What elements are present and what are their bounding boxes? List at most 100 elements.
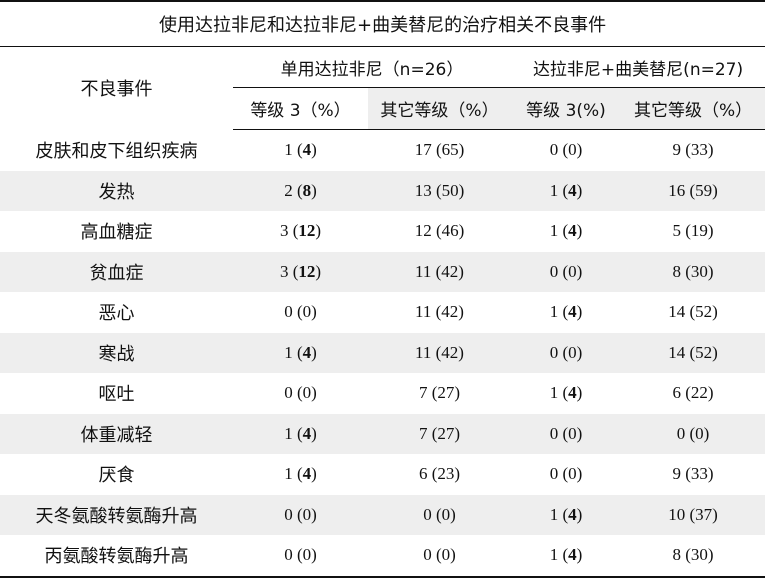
group-header-combination: 达拉非尼+曲美替尼(n=27) xyxy=(532,59,744,80)
event-name: 贫血症 xyxy=(0,251,233,292)
cell-percent: 4 xyxy=(568,221,577,241)
cell-count: 0 xyxy=(284,504,293,524)
event-name: 厌食 xyxy=(98,465,135,487)
event-name: 皮肤和皮下组织疾病 xyxy=(35,141,198,162)
cell-count: 0 xyxy=(549,423,559,443)
cell-grade3-mono: 0 (0) xyxy=(233,535,368,578)
cell-count: 1 xyxy=(284,464,293,484)
cell-grade3-mono: 0 (0) xyxy=(233,494,368,535)
event-name: 寒战 xyxy=(0,332,233,373)
cell-other-mono: 11 (42) xyxy=(415,302,464,322)
cell-other-combo: 9 (33) xyxy=(672,140,714,160)
table-row: 厌食 1 (4) 6 (23) 0 (0) 9 (33) xyxy=(0,454,765,495)
event-name: 呕吐 xyxy=(98,384,135,406)
table-row: 呕吐 0 (0) 7 (27) 1 (4) 6 (22) xyxy=(0,373,765,414)
cell-count: 1 xyxy=(549,302,559,322)
cell-other-mono: 6 (23) xyxy=(418,464,461,484)
cell-grade3-combo: 1 (4) xyxy=(511,535,621,578)
cell-grade3-combo: 1 (4) xyxy=(549,302,583,322)
cell-percent: 0 xyxy=(302,504,312,524)
table-row: 恶心 0 (0) 11 (42) 1 (4) 14 (52) xyxy=(0,292,765,333)
cell-other-combo: 0 (0) xyxy=(621,413,765,454)
cell-count: 1 xyxy=(284,140,293,160)
cell-grade3-mono: 2 (8) xyxy=(233,170,368,211)
cell-percent: 0 xyxy=(302,302,312,322)
cell-other-combo: 8 (30) xyxy=(621,535,765,578)
cell-other-mono: 7 (27) xyxy=(368,413,511,454)
cell-other-combo: 9 (33) xyxy=(672,464,714,484)
table-row: 发热 2 (8) 13 (50) 1 (4) 16 (59) xyxy=(0,170,765,211)
cell-grade3-combo: 0 (0) xyxy=(549,464,583,484)
cell-count: 0 xyxy=(549,342,559,362)
cell-other-mono: 0 (0) xyxy=(368,494,511,535)
cell-count: 0 xyxy=(284,545,293,565)
cell-other-combo: 10 (37) xyxy=(621,494,765,535)
cell-percent: 4 xyxy=(302,464,312,484)
event-name: 发热 xyxy=(0,170,233,211)
cell-percent: 4 xyxy=(568,302,577,322)
cell-percent: 0 xyxy=(568,261,577,281)
cell-other-mono: 13 (50) xyxy=(368,170,511,211)
cell-count: 1 xyxy=(549,221,559,241)
cell-count: 0 xyxy=(284,383,293,403)
subheader-row: 等级 3（%） 其它等级（%） 等级 3(%) 其它等级（%） xyxy=(0,87,765,130)
table-row: 天冬氨酸转氨酶升高 0 (0) 0 (0) 1 (4) 10 (37) xyxy=(0,494,765,535)
table-row: 丙氨酸转氨酶升高 0 (0) 0 (0) 1 (4) 8 (30) xyxy=(0,535,765,578)
cell-percent: 12 xyxy=(298,261,316,281)
subheader-grade3-mono: 等级 3（%） xyxy=(233,87,368,130)
subheader-other-combo: 其它等级（%） xyxy=(621,87,765,130)
cell-grade3-mono: 1 (4) xyxy=(233,413,368,454)
cell-grade3-combo: 0 (0) xyxy=(511,413,621,454)
table-title: 使用达拉非尼和达拉非尼+曲美替尼的治疗相关不良事件 xyxy=(0,0,765,47)
event-name: 高血糖症 xyxy=(80,222,153,244)
cell-percent: 4 xyxy=(302,342,312,362)
cell-percent: 0 xyxy=(568,464,577,484)
cell-grade3-mono: 3 (12) xyxy=(279,221,322,241)
cell-percent: 4 xyxy=(302,140,312,160)
cell-count: 1 xyxy=(549,180,559,200)
cell-other-combo: 14 (52) xyxy=(621,332,765,373)
cell-count: 1 xyxy=(549,383,559,403)
cell-grade3-combo: 0 (0) xyxy=(511,251,621,292)
event-name: 恶心 xyxy=(98,303,135,325)
cell-other-mono: 0 (0) xyxy=(368,535,511,578)
cell-count: 0 xyxy=(549,261,559,281)
table-row: 高血糖症 3 (12) 12 (46) 1 (4) 5 (19) xyxy=(0,211,765,252)
table-row: 贫血症 3 (12) 11 (42) 0 (0) 8 (30) xyxy=(0,251,765,292)
cell-count: 0 xyxy=(549,140,559,160)
cell-grade3-mono: 1 (4) xyxy=(284,140,317,160)
cell-percent: 8 xyxy=(302,180,312,200)
table-row: 寒战 1 (4) 11 (42) 0 (0) 14 (52) xyxy=(0,332,765,373)
cell-count: 0 xyxy=(284,302,293,322)
cell-count: 3 xyxy=(279,261,289,281)
cell-count: 2 xyxy=(284,180,293,200)
cell-count: 1 xyxy=(284,423,293,443)
cell-grade3-combo: 0 (0) xyxy=(549,140,583,160)
cell-grade3-combo: 1 (4) xyxy=(511,170,621,211)
cell-grade3-combo: 1 (4) xyxy=(549,221,583,241)
cell-count: 0 xyxy=(549,464,559,484)
cell-other-mono: 17 (65) xyxy=(414,140,465,160)
cell-other-mono: 7 (27) xyxy=(418,383,461,403)
cell-grade3-combo: 1 (4) xyxy=(511,494,621,535)
cell-other-combo: 14 (52) xyxy=(668,302,718,322)
cell-other-combo: 6 (22) xyxy=(672,383,714,403)
cell-percent: 4 xyxy=(568,180,577,200)
cell-percent: 4 xyxy=(568,504,577,524)
table-row: 皮肤和皮下组织疾病 1 (4) 17 (65) 0 (0) 9 (33) xyxy=(0,130,765,171)
cell-other-combo: 16 (59) xyxy=(621,170,765,211)
event-name: 丙氨酸转氨酶升高 xyxy=(0,535,233,578)
cell-percent: 4 xyxy=(568,383,577,403)
cell-count: 3 xyxy=(279,221,289,241)
event-column-header: 不良事件 xyxy=(0,46,233,130)
table-body: 皮肤和皮下组织疾病 1 (4) 17 (65) 0 (0) 9 (33) 发热 2 (8) 1… xyxy=(0,130,765,578)
table-row: 体重减轻 1 (4) 7 (27) 0 (0) 0 (0) xyxy=(0,413,765,454)
cell-count: 1 xyxy=(549,504,559,524)
cell-grade3-mono: 3 (12) xyxy=(233,251,368,292)
cell-percent: 0 xyxy=(568,342,577,362)
cell-grade3-mono: 0 (0) xyxy=(284,383,317,403)
cell-grade3-combo: 1 (4) xyxy=(549,383,583,403)
cell-percent: 4 xyxy=(302,423,312,443)
